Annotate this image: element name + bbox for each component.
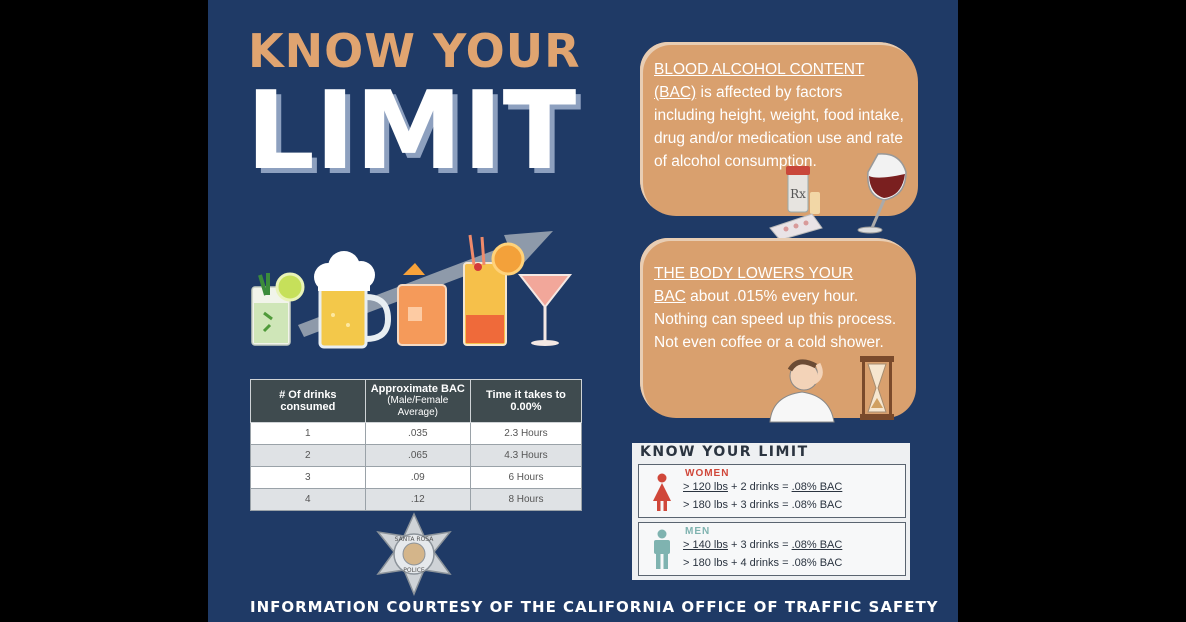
body-text: about .015% every hour. Nothing can spee… xyxy=(654,288,897,351)
body-lowers-text: THE BODY LOWERS YOUR BAC about .015% eve… xyxy=(654,262,904,354)
header-time: Time it takes to 0.00% xyxy=(469,379,583,423)
bac-info-text: BLOOD ALCOHOL CONTENT (BAC) is affected … xyxy=(654,58,904,173)
header-approx-bac-sub: (Male/Female Average) xyxy=(387,395,449,418)
cell-bac: .12 xyxy=(364,488,471,511)
pill-pack-icon xyxy=(769,213,823,240)
bac-text: .08% BAC xyxy=(791,481,843,493)
bac-text: .08% BAC xyxy=(791,557,843,569)
cell-drinks: 3 xyxy=(250,466,366,489)
hourglass-icon xyxy=(860,356,894,420)
women-label: WOMEN xyxy=(685,468,730,479)
bac-abbr: (BAC) xyxy=(654,84,697,101)
bac-body: is affected by factors including height,… xyxy=(654,84,904,170)
title-know-your: KNOW YOUR xyxy=(248,24,581,78)
men-limits: MEN > 140 lbs + 3 drinks = .08% BAC > 18… xyxy=(638,522,906,576)
men-label: MEN xyxy=(685,526,711,537)
limit-box-title: KNOW YOUR LIMIT xyxy=(640,444,809,460)
drinks-text: 2 drinks xyxy=(740,481,780,493)
cell-time: 8 Hours xyxy=(469,488,583,511)
drinks-text: 4 drinks xyxy=(740,557,780,569)
drinks-text: 3 drinks xyxy=(740,499,780,511)
weight-text: > 140 lbs xyxy=(683,539,728,551)
badge-top-text: SANTA ROSA xyxy=(395,536,435,543)
badge-bottom-text: POLICE xyxy=(403,567,425,574)
women-limits: WOMEN > 120 lbs + 2 drinks = .08% BAC > … xyxy=(638,464,906,518)
footer-credit: INFORMATION COURTESY OF THE CALIFORNIA O… xyxy=(250,598,939,616)
cell-time: 6 Hours xyxy=(469,466,583,489)
weight-text: > 120 lbs xyxy=(683,481,728,493)
women-line-2: > 180 lbs + 3 drinks = .08% BAC xyxy=(683,499,843,511)
police-badge-icon: SANTA ROSA POLICE xyxy=(376,512,452,596)
table-row: 1 .035 2.3 Hours xyxy=(250,422,583,445)
cell-drinks: 1 xyxy=(250,422,366,445)
women-line-1: > 120 lbs + 2 drinks = .08% BAC xyxy=(683,481,843,493)
bac-table: # Of drinks consumed Approximate BAC (Ma… xyxy=(250,379,583,511)
rx-label: Rx xyxy=(790,187,806,201)
bac-heading: BLOOD ALCOHOL CONTENT xyxy=(654,61,865,78)
bac-text: .08% BAC xyxy=(791,539,843,551)
pill-bottle-icon: Rx xyxy=(786,166,820,214)
bac-text: .08% BAC xyxy=(791,499,843,511)
tired-person-icon xyxy=(769,359,835,423)
infographic-poster: KNOW YOUR LIMIT xyxy=(208,0,958,622)
cell-time: 2.3 Hours xyxy=(469,422,583,445)
table-row: 3 .09 6 Hours xyxy=(250,466,583,489)
weight-text: > 180 lbs xyxy=(683,557,728,569)
table-row: 2 .065 4.3 Hours xyxy=(250,444,583,467)
table-row: 4 .12 8 Hours xyxy=(250,488,583,511)
woman-icon xyxy=(653,473,671,511)
header-drinks: # Of drinks consumed xyxy=(250,379,366,423)
title-limit: LIMIT xyxy=(246,69,577,194)
cell-bac: .065 xyxy=(364,444,471,467)
table-header-row: # Of drinks consumed Approximate BAC (Ma… xyxy=(250,379,583,423)
wine-glass-icon xyxy=(857,153,907,234)
medication-wine-illustration: Rx xyxy=(769,153,907,240)
drinks-text: 3 drinks xyxy=(740,539,780,551)
body-lowers-panel xyxy=(640,238,916,418)
sunrise-cocktail-icon xyxy=(463,234,525,346)
drinks-illustration xyxy=(251,231,573,349)
men-line-1: > 140 lbs + 3 drinks = .08% BAC xyxy=(683,539,843,551)
cell-drinks: 4 xyxy=(250,488,366,511)
body-bac-abbr: BAC xyxy=(654,288,686,305)
cell-bac: .09 xyxy=(364,466,471,489)
know-your-limit-box: KNOW YOUR LIMIT WOMEN > 120 lbs + 2 drin… xyxy=(632,443,910,580)
weight-text: > 180 lbs xyxy=(683,499,728,511)
body-heading: THE BODY LOWERS YOUR xyxy=(654,265,854,282)
orange-cocktail-icon xyxy=(397,263,447,346)
header-approx-bac: Approximate BAC (Male/Female Average) xyxy=(364,379,471,423)
cell-bac: .035 xyxy=(364,422,471,445)
header-approx-bac-main: Approximate BAC xyxy=(370,383,465,395)
beer-mug-icon xyxy=(314,251,392,349)
man-icon xyxy=(654,529,670,569)
martini-glass-icon xyxy=(517,274,573,346)
men-line-2: > 180 lbs + 4 drinks = .08% BAC xyxy=(683,557,843,569)
cell-drinks: 2 xyxy=(250,444,366,467)
cell-time: 4.3 Hours xyxy=(469,444,583,467)
mojito-glass-icon xyxy=(251,272,305,346)
tired-person-hourglass-illustration xyxy=(769,356,894,423)
